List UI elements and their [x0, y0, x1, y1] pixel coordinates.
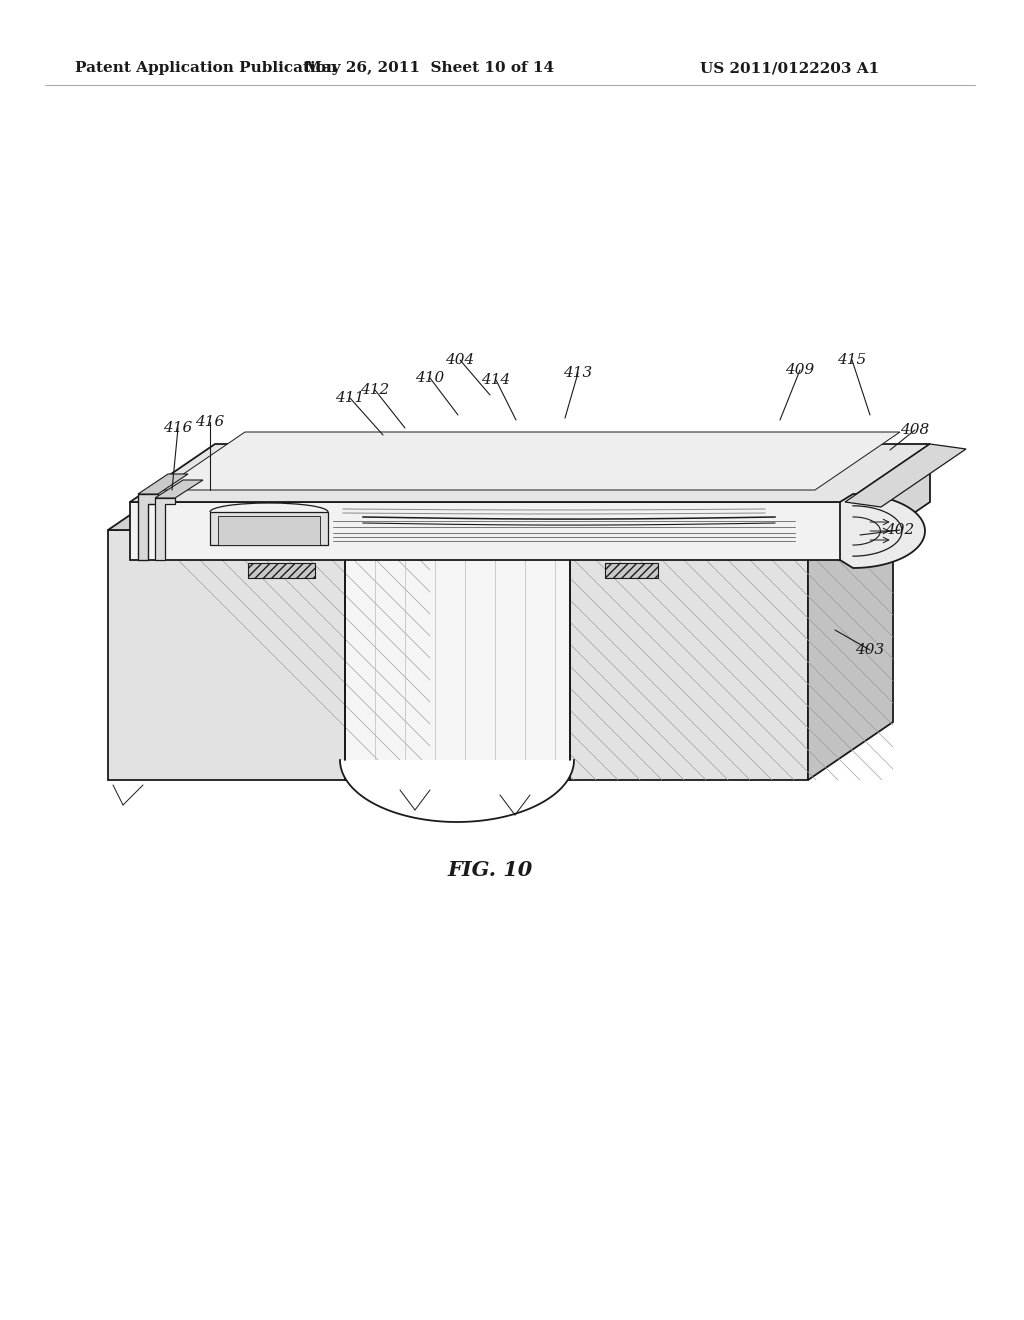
- Text: 413: 413: [563, 366, 593, 380]
- Text: 412: 412: [360, 383, 389, 397]
- Text: 416: 416: [196, 414, 224, 429]
- Polygon shape: [248, 564, 315, 578]
- Text: FIG. 10: FIG. 10: [447, 861, 532, 880]
- Polygon shape: [845, 444, 930, 560]
- Text: 403: 403: [855, 643, 885, 657]
- Polygon shape: [605, 564, 658, 578]
- Text: 408: 408: [900, 422, 930, 437]
- Polygon shape: [108, 531, 345, 780]
- Polygon shape: [845, 444, 966, 507]
- Polygon shape: [160, 432, 900, 490]
- Polygon shape: [130, 444, 930, 502]
- Polygon shape: [570, 473, 893, 531]
- Polygon shape: [108, 473, 430, 531]
- Polygon shape: [808, 473, 893, 780]
- Text: 404: 404: [445, 352, 475, 367]
- Polygon shape: [345, 531, 570, 780]
- Polygon shape: [210, 512, 328, 545]
- Text: 410: 410: [416, 371, 444, 385]
- Polygon shape: [138, 494, 158, 560]
- Text: Patent Application Publication: Patent Application Publication: [75, 61, 337, 75]
- Text: 414: 414: [481, 374, 511, 387]
- Polygon shape: [218, 516, 319, 545]
- Text: 416: 416: [164, 421, 193, 436]
- Polygon shape: [345, 473, 430, 780]
- Text: US 2011/0122203 A1: US 2011/0122203 A1: [700, 61, 880, 75]
- Text: May 26, 2011  Sheet 10 of 14: May 26, 2011 Sheet 10 of 14: [305, 61, 555, 75]
- Polygon shape: [340, 760, 574, 822]
- Text: 402: 402: [886, 523, 914, 537]
- Polygon shape: [155, 498, 175, 560]
- Polygon shape: [570, 531, 808, 780]
- Polygon shape: [155, 480, 203, 498]
- Polygon shape: [138, 474, 188, 494]
- Polygon shape: [130, 502, 845, 560]
- Text: 409: 409: [785, 363, 815, 378]
- Text: 415: 415: [838, 352, 866, 367]
- Polygon shape: [840, 494, 925, 568]
- Text: 411: 411: [336, 391, 365, 405]
- Polygon shape: [345, 473, 655, 531]
